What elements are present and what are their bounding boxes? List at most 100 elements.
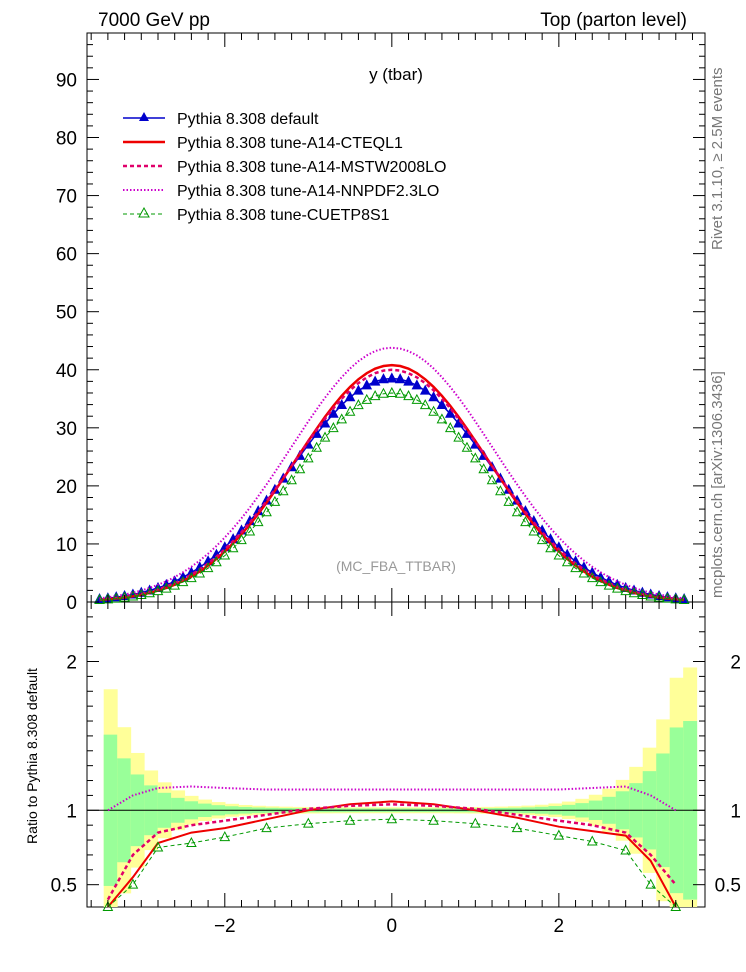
- series-marker-4: [294, 463, 306, 474]
- main-series-group: [94, 346, 690, 604]
- series-marker-4: [236, 534, 247, 545]
- ratio-series-marker-3: [302, 817, 314, 828]
- legend-item-mstw2008lo: Pythia 8.308 tune-A14-MSTW2008LO: [123, 159, 446, 176]
- series-marker-4: [503, 495, 515, 506]
- series-marker-4: [620, 585, 631, 596]
- series-marker-4: [244, 525, 256, 536]
- ratio-plot-frame: [86, 601, 706, 908]
- series-marker-0: [319, 417, 331, 428]
- legend-marker-filled-triangle: [139, 112, 149, 121]
- series-marker-4: [319, 431, 331, 442]
- series-marker-4: [411, 393, 423, 404]
- ratio-series-marker-3: [620, 844, 631, 855]
- series-marker-4: [428, 405, 439, 416]
- legend-item-cuetp8s1: Pythia 8.308 tune-CUETP8S1: [123, 206, 390, 224]
- ratio-y-tick-label: 1: [66, 801, 77, 822]
- analysis-watermark: (MC_FBA_TTBAR): [336, 558, 456, 574]
- legend-label-default: Pythia 8.308 default: [177, 111, 319, 128]
- ratio-uncertainty-bands: [87, 667, 705, 907]
- series-marker-4: [269, 495, 281, 506]
- series-marker-4: [386, 386, 398, 397]
- series-marker-0: [394, 373, 406, 384]
- series-marker-4: [545, 542, 556, 553]
- ratio-series-marker-3: [127, 878, 139, 889]
- ratio-y-tick-label: 2: [66, 653, 77, 674]
- series-marker-4: [110, 592, 122, 603]
- series-marker-0: [344, 391, 356, 402]
- main-y-tick-label: 0: [66, 593, 77, 614]
- series-marker-4: [152, 585, 164, 596]
- series-marker-4: [286, 474, 297, 485]
- series-marker-4: [419, 399, 431, 410]
- series-marker-4: [403, 390, 414, 401]
- ratio-series-marker-3: [261, 822, 272, 833]
- series-marker-4: [444, 422, 456, 433]
- series-marker-4: [645, 590, 657, 601]
- series-marker-4: [361, 393, 373, 404]
- series-marker-0: [428, 391, 439, 402]
- series-marker-4: [461, 441, 473, 452]
- header-right-label: Top (parton level): [540, 10, 687, 31]
- series-marker-4: [470, 452, 481, 463]
- series-marker-4: [536, 534, 548, 545]
- legend-label-cuetp8s1: Pythia 8.308 tune-CUETP8S1: [177, 207, 390, 224]
- main-y-tick-label: 70: [56, 187, 77, 208]
- legend-label-mstw2008lo: Pythia 8.308 tune-A14-MSTW2008LO: [177, 159, 446, 176]
- series-marker-0: [353, 384, 364, 395]
- series-marker-4: [344, 405, 356, 416]
- ratio-y-tick-label: 0.5: [51, 876, 77, 897]
- series-marker-4: [561, 556, 573, 567]
- series-marker-4: [177, 576, 189, 587]
- ratio-x-tick-label: 2: [554, 916, 565, 937]
- series-marker-4: [169, 579, 181, 590]
- series-marker-0: [436, 398, 448, 410]
- axes-group: 0 10 20 30 40 50 60 70 80 90 −2 0 2 0.5 0.5 1 1 2 2: [51, 33, 741, 937]
- ratio-series-line-2: [107, 785, 677, 812]
- ratio-series-marker-3: [428, 814, 439, 825]
- series-marker-4: [511, 506, 523, 517]
- main-y-tick-label: 40: [56, 361, 77, 382]
- legend-item-cteql1: Pythia 8.308 tune-A14-CTEQL1: [123, 135, 403, 152]
- ratio-series-line-1: [106, 803, 677, 901]
- mcplots-label: mcplots.cern.ch [arXiv:1306.3436]: [709, 371, 726, 598]
- series-marker-4: [436, 413, 448, 424]
- series-marker-4: [127, 590, 139, 601]
- series-marker-0: [411, 379, 423, 390]
- ratio-series-marker-3: [470, 817, 481, 828]
- series-marker-4: [94, 593, 105, 604]
- series-marker-4: [353, 399, 364, 410]
- ratio-series-marker-3: [511, 822, 523, 833]
- ratio-series-marker-3: [102, 900, 114, 911]
- legend-label-cteql1: Pythia 8.308 tune-A14-CTEQL1: [177, 135, 403, 152]
- ratio-series-marker-3: [344, 814, 356, 825]
- ratio-series-marker-3: [186, 836, 197, 848]
- ratio-series-marker-3: [553, 829, 565, 840]
- ratio-y-axis-label: Ratio to Pythia 8.308 default: [24, 668, 40, 844]
- header-left-label: 7000 GeV pp: [98, 10, 210, 31]
- series-marker-4: [194, 567, 206, 578]
- series-marker-4: [486, 474, 498, 485]
- series-marker-4: [252, 516, 264, 527]
- main-y-tick-label: 30: [56, 419, 77, 440]
- ratio-series-marker-3: [670, 900, 682, 911]
- series-marker-4: [528, 525, 540, 536]
- legend-item-default: Pythia 8.308 default: [123, 111, 319, 128]
- series-marker-4: [578, 567, 590, 578]
- ratio-series-marker-3: [586, 835, 598, 846]
- rivet-version-label: Rivet 3.1.10, ≥ 2.5M events: [709, 68, 726, 251]
- series-marker-4: [261, 506, 272, 517]
- ratio-y-tick-label-right: 2: [730, 653, 741, 674]
- series-marker-0: [378, 373, 389, 384]
- legend-label-nnpdf23lo: Pythia 8.308 tune-A14-NNPDF2.3LO: [177, 183, 439, 200]
- series-marker-4: [227, 542, 239, 553]
- ratio-series-marker-3: [645, 878, 657, 889]
- main-y-tick-label: 50: [56, 303, 77, 324]
- series-marker-4: [520, 516, 531, 527]
- series-marker-4: [611, 582, 623, 593]
- series-marker-4: [378, 387, 389, 398]
- series-marker-4: [586, 572, 598, 583]
- series-line-4: [99, 392, 685, 601]
- series-marker-4: [161, 582, 172, 593]
- series-marker-0: [403, 375, 414, 386]
